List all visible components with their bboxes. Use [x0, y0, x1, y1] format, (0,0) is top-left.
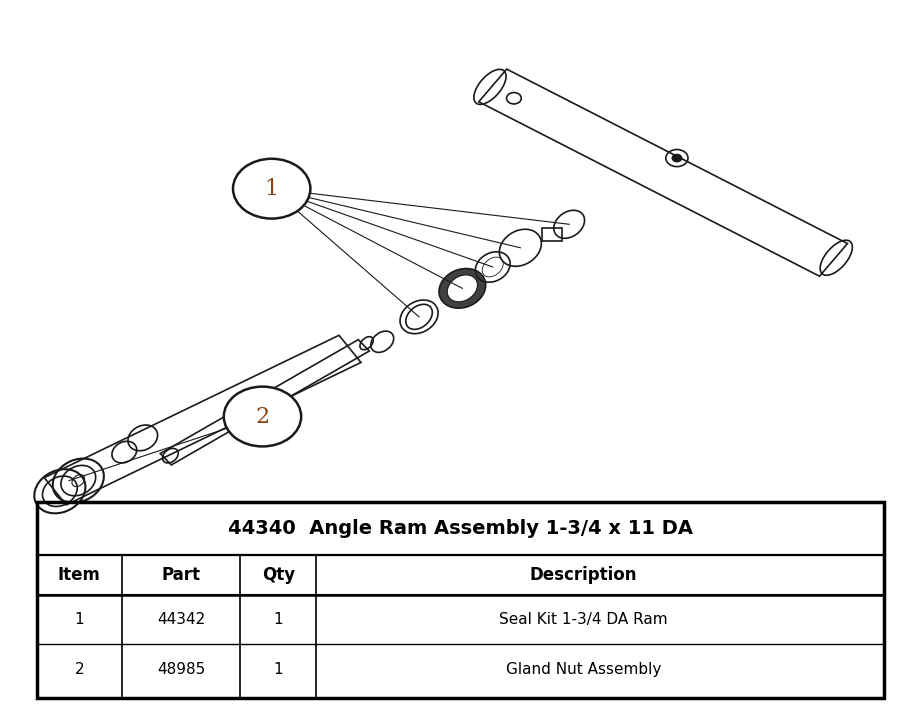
Ellipse shape: [439, 268, 485, 308]
Text: 1: 1: [274, 612, 283, 627]
Text: 2: 2: [75, 661, 84, 677]
Ellipse shape: [448, 275, 477, 302]
Text: Description: Description: [530, 566, 637, 584]
Text: Qty: Qty: [262, 566, 295, 584]
Text: 44342: 44342: [157, 612, 205, 627]
Text: Part: Part: [161, 566, 201, 584]
Text: Gland Nut Assembly: Gland Nut Assembly: [506, 661, 661, 677]
Text: 48985: 48985: [157, 661, 205, 677]
Text: 1: 1: [274, 661, 283, 677]
Text: 1: 1: [264, 178, 279, 199]
Text: 1: 1: [75, 612, 84, 627]
Text: 2: 2: [255, 406, 270, 427]
Circle shape: [507, 93, 521, 104]
Text: Seal Kit 1-3/4 DA Ram: Seal Kit 1-3/4 DA Ram: [499, 612, 668, 627]
Circle shape: [224, 387, 301, 446]
Circle shape: [233, 159, 310, 219]
Text: Item: Item: [58, 566, 100, 584]
Text: 44340  Angle Ram Assembly 1-3/4 x 11 DA: 44340 Angle Ram Assembly 1-3/4 x 11 DA: [228, 519, 693, 538]
Circle shape: [672, 155, 682, 162]
